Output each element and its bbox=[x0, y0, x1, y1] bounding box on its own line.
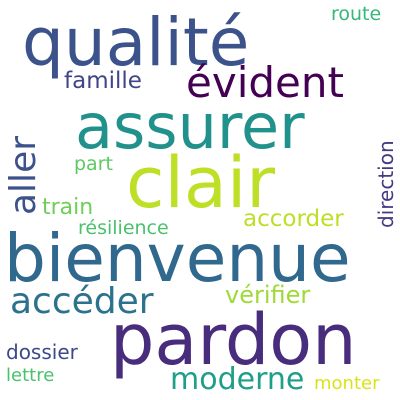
word-lettre: lettre bbox=[6, 365, 55, 386]
word-monter: monter bbox=[314, 373, 380, 394]
word-moderne: moderne bbox=[170, 362, 305, 397]
word-accorder: accorder bbox=[243, 206, 344, 232]
word-resilience: résilience bbox=[78, 217, 169, 239]
word-clair: clair bbox=[126, 142, 276, 224]
word-evident: évident bbox=[186, 58, 344, 107]
word-bienvenue: bienvenue bbox=[4, 220, 351, 297]
word-famille: famille bbox=[64, 68, 142, 94]
word-pardon: pardon bbox=[110, 299, 357, 381]
word-verifier: vérifier bbox=[225, 281, 311, 309]
word-direction: direction bbox=[374, 140, 398, 228]
word-part: part bbox=[74, 153, 113, 175]
word-acceder: accéder bbox=[10, 281, 154, 322]
word-qualite: qualité bbox=[22, 4, 250, 81]
word-assurer: assurer bbox=[75, 90, 305, 163]
word-dossier: dossier bbox=[6, 340, 78, 364]
word-aller: aller bbox=[3, 135, 44, 215]
word-train: train bbox=[42, 195, 94, 220]
word-route: route bbox=[331, 3, 382, 25]
